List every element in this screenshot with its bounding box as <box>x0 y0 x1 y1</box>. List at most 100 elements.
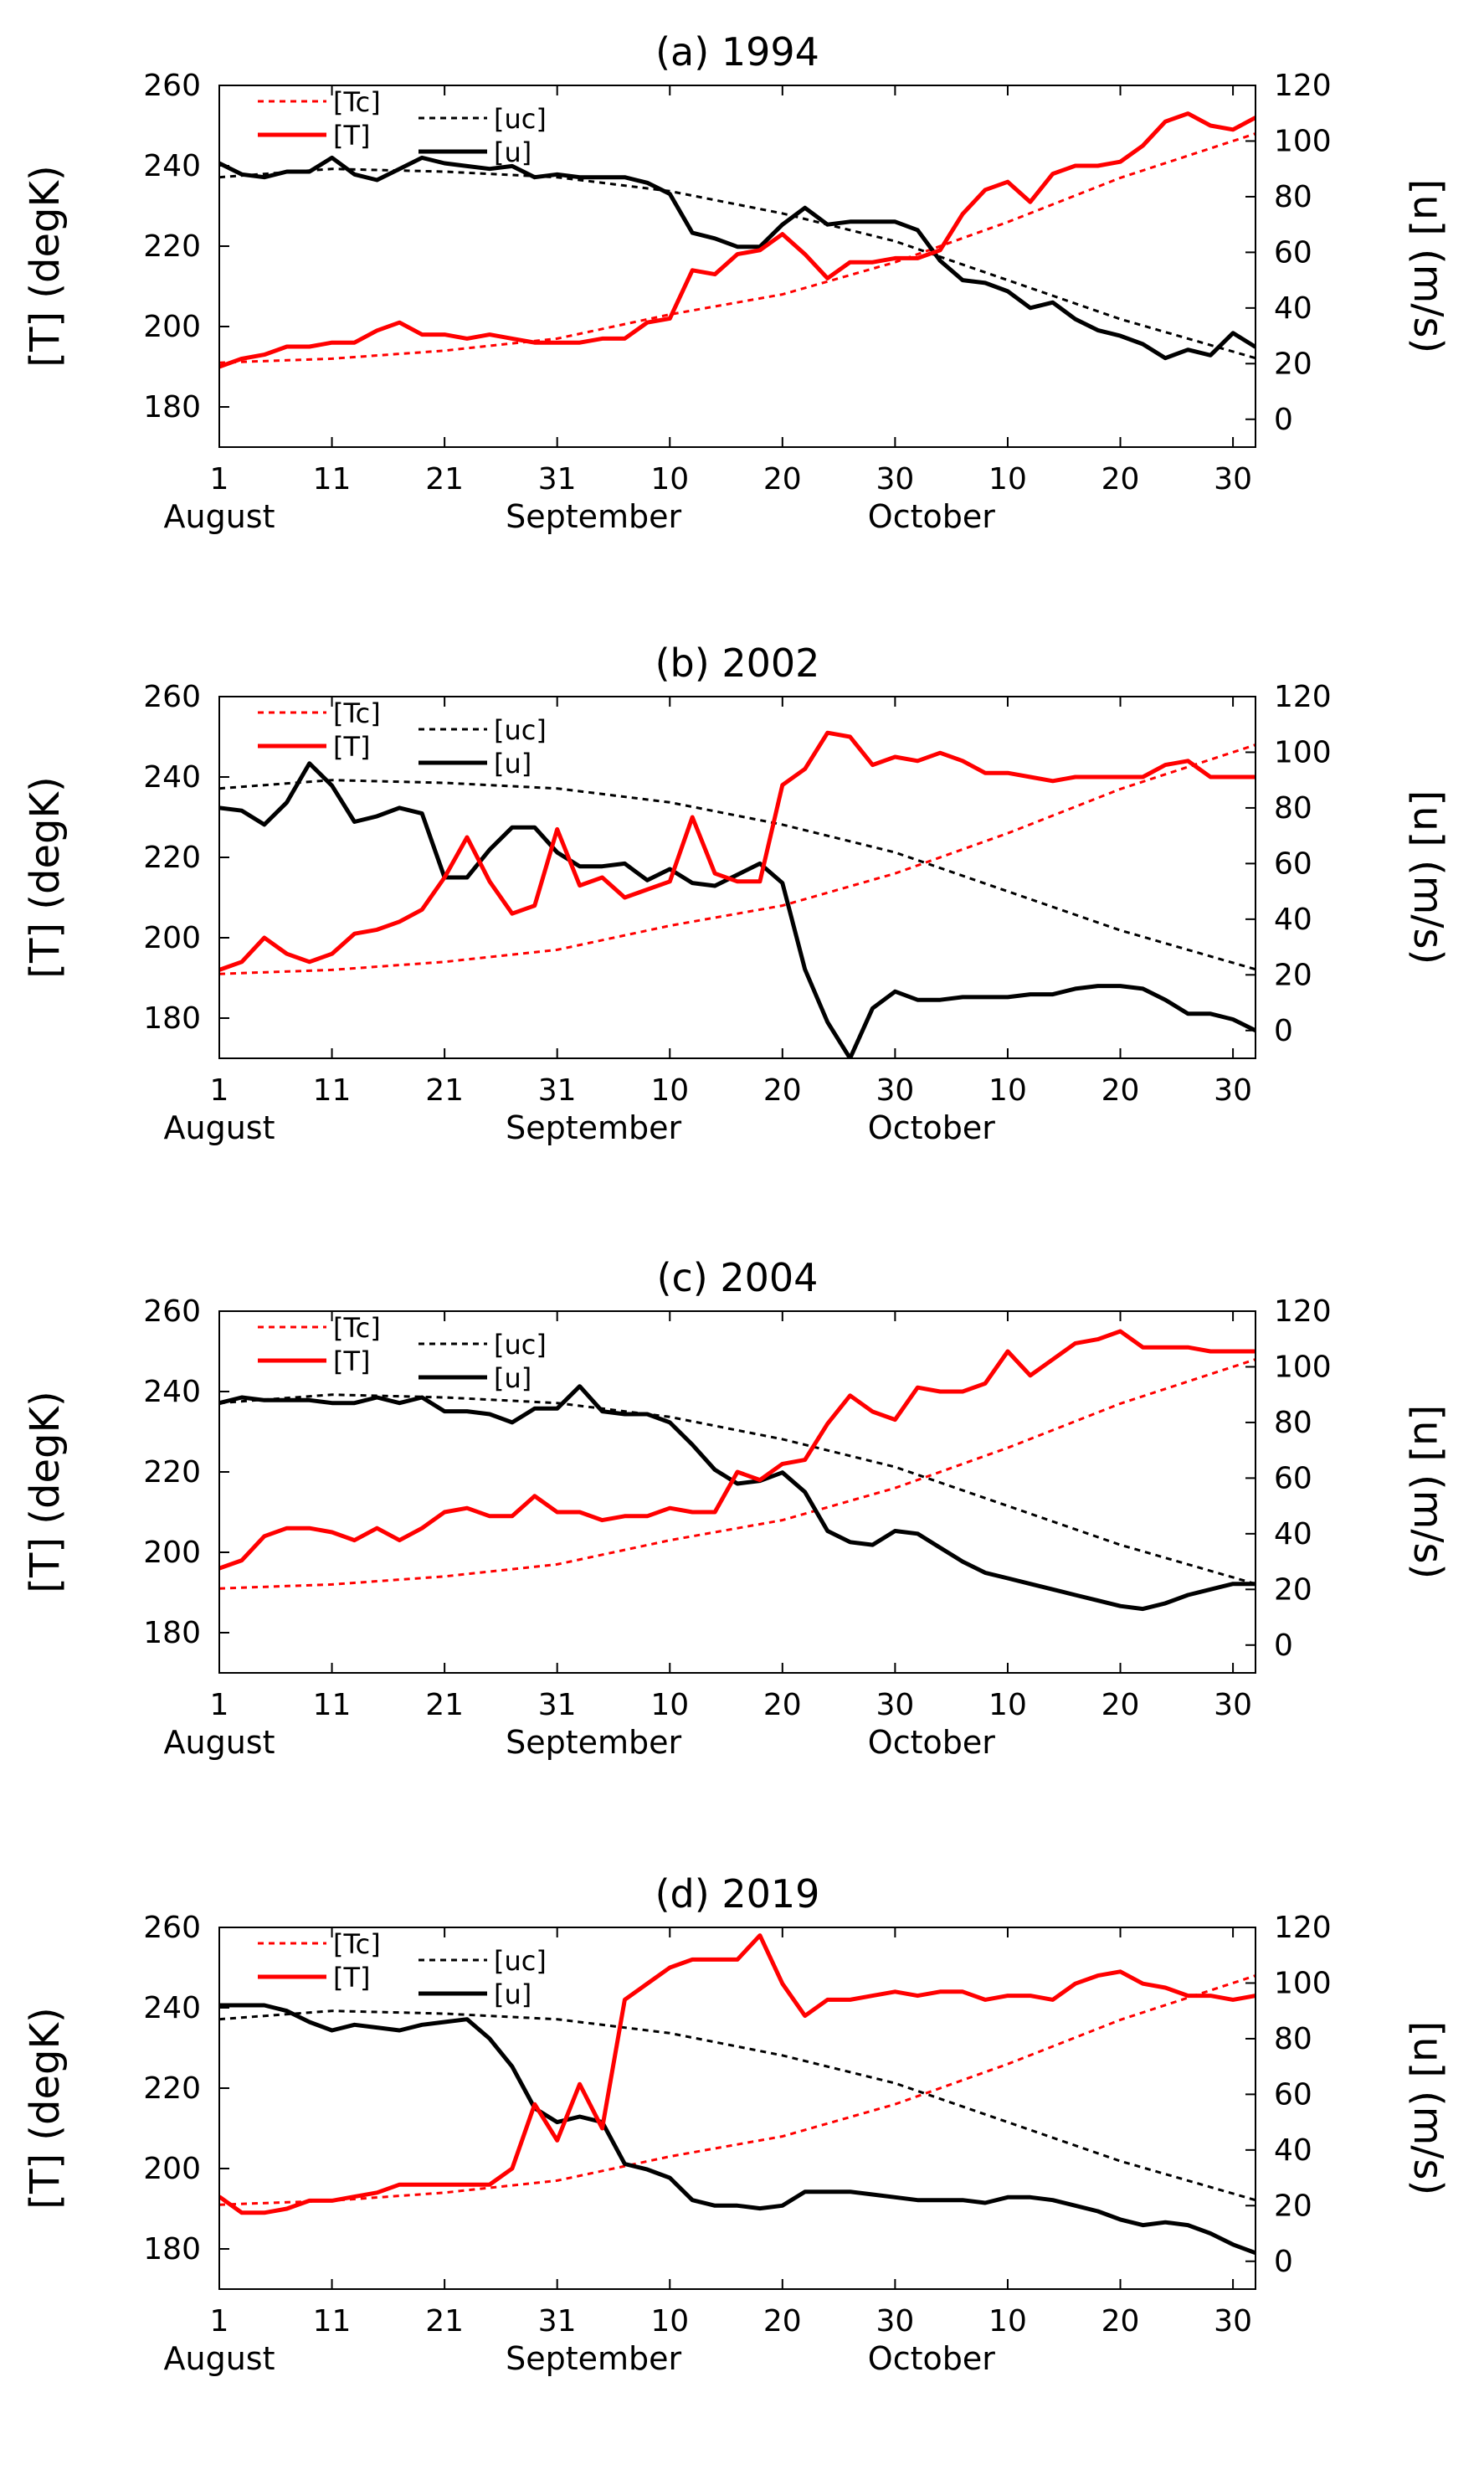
x-tick-label: 31 <box>538 2304 577 2339</box>
series-line-u <box>219 155 1255 361</box>
y-tick-label-right: 40 <box>1274 1517 1312 1551</box>
x-tick-label: 10 <box>988 1688 1027 1722</box>
y-tick-label-left: 220 <box>143 229 201 264</box>
x-tick-label: 30 <box>876 1073 914 1108</box>
y-tick-label-right: 80 <box>1274 2022 1312 2056</box>
y-tick-label-left: 240 <box>143 760 201 795</box>
x-tick-label: 11 <box>313 1688 352 1722</box>
legend-label: [uc] <box>494 103 547 135</box>
month-label: August <box>164 1724 275 1761</box>
month-label: October <box>868 1109 995 1146</box>
x-tick-label: 21 <box>425 2304 464 2339</box>
y-tick-label-right: 20 <box>1274 2189 1312 2223</box>
y-tick-label-left: 180 <box>143 390 201 424</box>
y-tick-label-right: 40 <box>1274 291 1312 326</box>
y-tick-label-right: 60 <box>1274 235 1312 270</box>
y-tick-label-right: 0 <box>1274 1628 1293 1663</box>
x-tick-label: 20 <box>763 462 802 497</box>
y-tick-label-right: 120 <box>1274 1294 1332 1329</box>
x-tick-label: 1 <box>210 2304 229 2339</box>
chart-title: (b) 2002 <box>655 641 820 686</box>
panel-3: (c) 2004[T] (degK) [u] (m/s)1802002202402… <box>22 1255 1451 1761</box>
plot-frame <box>218 1927 1256 2290</box>
y-tick-label-right: 20 <box>1274 347 1312 381</box>
month-label: August <box>164 498 275 535</box>
y-tick-label-left: 200 <box>143 2152 201 2186</box>
series-line-u <box>219 761 1255 1058</box>
panel-1: (a) 1994[T] (degK) [u] (m/s)1802002202402… <box>22 29 1451 535</box>
panel-4: (d) 2019[T] (degK) [u] (m/s)1802002202402… <box>22 1871 1451 2377</box>
month-label: August <box>164 1109 275 1146</box>
legend-label: [uc] <box>494 1945 547 1977</box>
plot-frame <box>218 1310 1256 1674</box>
chart-title: (d) 2019 <box>655 1871 820 1917</box>
legend-label: [T] <box>333 1962 371 1994</box>
y-tick-label-left: 240 <box>143 149 201 183</box>
x-tick-label: 31 <box>538 462 577 497</box>
legend-label: [u] <box>494 136 531 168</box>
y-tick-label-right: 0 <box>1274 1014 1293 1048</box>
legend-label: [Tc] <box>333 697 381 729</box>
month-label: October <box>868 498 995 535</box>
y-tick-label-right: 60 <box>1274 846 1312 881</box>
x-tick-label: 30 <box>1214 462 1252 497</box>
y-tick-label-right: 60 <box>1274 2077 1312 2112</box>
y-tick-label-right: 100 <box>1274 1350 1332 1384</box>
x-tick-label: 1 <box>210 462 229 497</box>
x-tick-label: 10 <box>650 2304 689 2339</box>
x-tick-label: 1 <box>210 1073 229 1108</box>
series-line-uc <box>219 779 1255 971</box>
series-line-t <box>219 1329 1255 1571</box>
x-tick-label: 20 <box>1101 1688 1140 1722</box>
y-tick-label-right: 120 <box>1274 1911 1332 1945</box>
x-tick-label: 10 <box>988 462 1027 497</box>
legend-label: [Tc] <box>333 1312 381 1344</box>
x-tick-label: 21 <box>425 462 464 497</box>
legend-label: [u] <box>494 748 531 780</box>
legend: [Tc][T] [uc][u] <box>258 86 547 168</box>
series-line-uc <box>219 2009 1255 2202</box>
x-tick-label: 30 <box>876 462 914 497</box>
x-tick-label: 1 <box>210 1688 229 1722</box>
y-tick-label-left: 240 <box>143 1375 201 1409</box>
x-tick-label: 31 <box>538 1688 577 1722</box>
x-tick-label: 20 <box>763 1688 802 1722</box>
y-tick-label-left: 200 <box>143 921 201 955</box>
x-tick-label: 11 <box>313 1073 352 1108</box>
y-tick-label-right: 0 <box>1274 2245 1293 2279</box>
y-tick-label-right: 20 <box>1274 1572 1312 1607</box>
x-tick-label: 20 <box>1101 2304 1140 2339</box>
x-tick-label: 31 <box>538 1073 577 1108</box>
x-tick-label: 10 <box>650 1688 689 1722</box>
month-label: September <box>506 498 681 535</box>
y-tick-label-right: 80 <box>1274 791 1312 826</box>
x-tick-label: 11 <box>313 462 352 497</box>
series-line-tc <box>219 743 1255 975</box>
y-tick-label-left: 260 <box>143 1294 201 1329</box>
y-tick-label-right: 80 <box>1274 180 1312 214</box>
y-tick-label-right: 20 <box>1274 958 1312 992</box>
y-tick-label-right: 100 <box>1274 735 1332 769</box>
month-label: August <box>164 2340 275 2377</box>
legend-label: [u] <box>494 1362 531 1394</box>
x-tick-label: 10 <box>650 1073 689 1108</box>
legend: [Tc][T] [uc][u] <box>258 1928 547 2010</box>
y-axis-label-left: [T] (degK) <box>22 165 69 367</box>
legend-label: [T] <box>333 1345 371 1377</box>
series-line-uc <box>219 167 1255 360</box>
chart-title: (c) 2004 <box>657 1255 819 1300</box>
y-tick-label-left: 200 <box>143 1536 201 1570</box>
x-tick-label: 10 <box>650 462 689 497</box>
y-tick-label-left: 180 <box>143 1616 201 1650</box>
month-label: October <box>868 1724 995 1761</box>
x-tick-label: 20 <box>763 2304 802 2339</box>
plot-frame <box>218 696 1256 1059</box>
legend: [Tc][T] [uc][u] <box>258 697 547 780</box>
x-tick-label: 30 <box>876 2304 914 2339</box>
legend: [Tc][T] [uc][u] <box>258 1312 547 1394</box>
legend-label: [T] <box>333 120 371 152</box>
x-tick-label: 21 <box>425 1073 464 1108</box>
series-line-tc <box>219 1974 1255 2206</box>
y-tick-label-right: 40 <box>1274 903 1312 937</box>
x-tick-label: 30 <box>1214 1073 1252 1108</box>
